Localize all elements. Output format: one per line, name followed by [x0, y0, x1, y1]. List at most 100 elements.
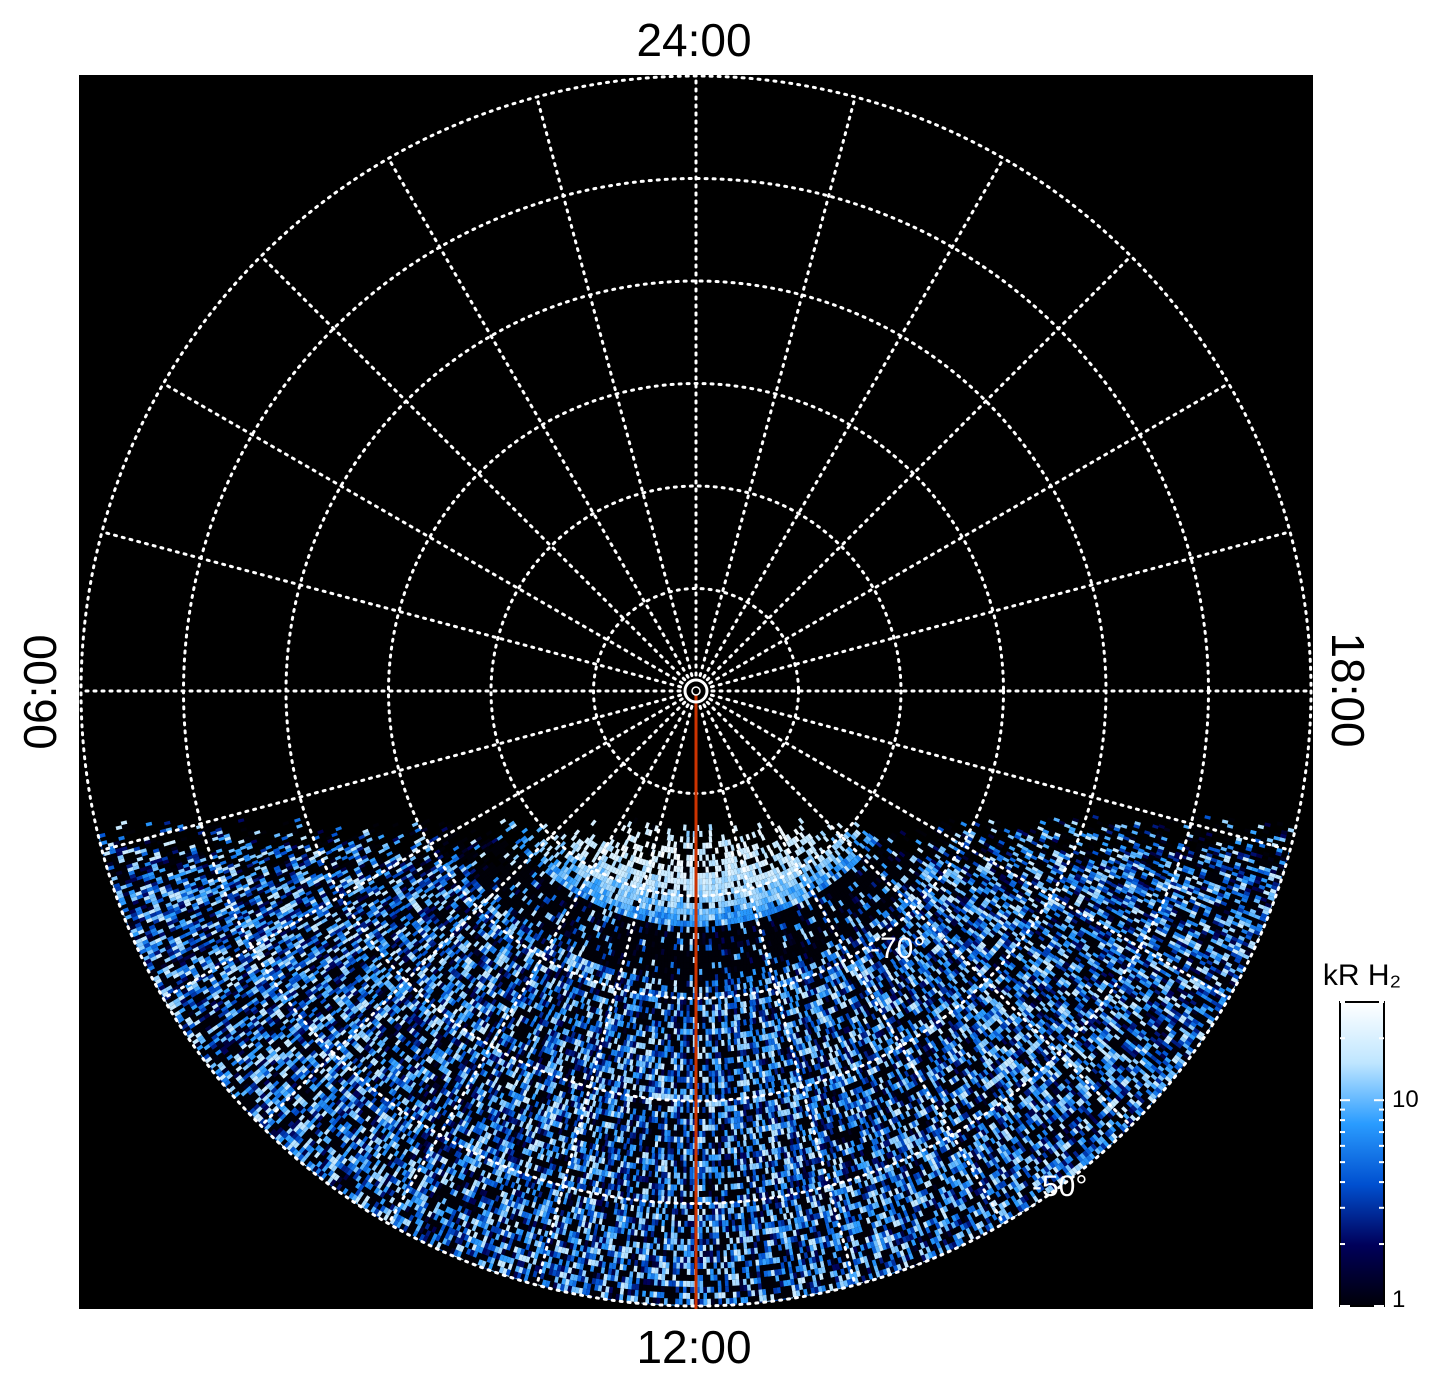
- emission-cell: [660, 894, 665, 901]
- emission-cell: [660, 881, 665, 889]
- emission-cell: [708, 836, 713, 843]
- emission-cell: [666, 870, 671, 878]
- emission-cell: [784, 882, 790, 890]
- emission-cell: [679, 902, 684, 909]
- emission-cell: [563, 866, 570, 874]
- emission-cell: [568, 863, 575, 870]
- emission-cell: [806, 877, 813, 884]
- emission-cell: [714, 847, 719, 854]
- emission-cell: [689, 1016, 693, 1023]
- emission-cell: [632, 887, 638, 895]
- emission-cell: [702, 932, 706, 939]
- emission-cell: [845, 838, 853, 846]
- emission-cell: [670, 1034, 674, 1041]
- emission-cell: [608, 852, 615, 859]
- emission-cell: [602, 875, 608, 883]
- emission-cell: [711, 896, 716, 903]
- emission-cell: [711, 1016, 716, 1023]
- emission-cell: [556, 846, 564, 853]
- emission-cell: [673, 841, 678, 848]
- emission-cell: [670, 895, 675, 902]
- emission-cell: [745, 865, 751, 872]
- emission-cell: [705, 1034, 709, 1041]
- emission-cell: [569, 856, 576, 863]
- emission-cell: [705, 842, 709, 849]
- emission-cell: [562, 880, 569, 888]
- emission-cell: [714, 895, 719, 903]
- emission-cell: [718, 931, 722, 938]
- emission-cell: [721, 1033, 725, 1041]
- emission-cell: [807, 840, 814, 848]
- emission-cell: [754, 893, 760, 901]
- emission-cell: [751, 857, 757, 864]
- emission-cell: [808, 861, 815, 869]
- emission-cell: [620, 902, 625, 910]
- emission-cell: [739, 835, 745, 843]
- emission-cell: [772, 900, 778, 907]
- emission-cell: [686, 914, 690, 921]
- emission-cell: [721, 1039, 725, 1047]
- emission-cell: [748, 914, 754, 921]
- emission-cell: [571, 872, 578, 879]
- emission-cell: [772, 855, 778, 862]
- emission-cell: [686, 974, 690, 981]
- emission-cell: [626, 898, 631, 905]
- emission-cell: [680, 962, 684, 969]
- emission-cell: [632, 874, 638, 882]
- emission-cell: [841, 867, 848, 875]
- emission-cell: [844, 848, 851, 855]
- emission-cell: [570, 879, 577, 886]
- emission-cell: [676, 884, 681, 891]
- emission-cell: [676, 998, 681, 1005]
- emission-cell: [583, 837, 590, 844]
- emission-cell: [689, 902, 693, 909]
- emission-cell: [793, 835, 800, 843]
- emission-cell: [748, 864, 754, 871]
- emission-cell: [714, 883, 719, 891]
- emission-cell: [680, 1022, 684, 1029]
- emission-cell: [660, 906, 665, 913]
- emission-cell: [699, 1040, 703, 1047]
- emission-cell: [667, 907, 671, 914]
- emission-cell: [708, 848, 713, 855]
- emission-cell: [620, 877, 626, 884]
- emission-cell: [708, 956, 713, 963]
- emission-cell: [686, 962, 690, 969]
- emission-cell: [809, 875, 816, 883]
- emission-cell: [702, 842, 706, 849]
- emission-cell: [679, 860, 684, 867]
- emission-cell: [614, 861, 620, 869]
- emission-cell: [689, 920, 693, 927]
- emission-cell: [683, 860, 687, 867]
- emission-cell: [760, 834, 766, 841]
- emission-cell: [783, 849, 790, 856]
- emission-cell: [629, 880, 635, 887]
- emission-cell: [702, 980, 706, 987]
- emission-cell: [660, 845, 665, 852]
- emission-cell: [620, 896, 626, 903]
- emission-cell: [673, 1010, 678, 1017]
- emission-cell: [689, 1040, 693, 1047]
- emission-cell: [676, 914, 681, 921]
- emission-cell: [620, 844, 626, 852]
- emission-cell: [657, 881, 662, 888]
- emission-cell: [792, 878, 799, 885]
- emission-cell: [593, 884, 599, 892]
- emission-cell: [650, 824, 656, 831]
- emission-cell: [702, 884, 706, 891]
- emission-cell: [733, 862, 738, 869]
- emission-cell: [699, 986, 703, 993]
- emission-cell: [727, 924, 732, 931]
- emission-cell: [667, 882, 671, 890]
- emission-cell: [602, 855, 609, 863]
- emission-cell: [760, 879, 766, 886]
- emission-cell: [680, 986, 684, 993]
- emission-cell: [708, 1040, 712, 1047]
- emission-cell: [794, 842, 801, 850]
- emission-cell: [758, 911, 763, 919]
- emission-cell: [733, 893, 738, 900]
- emission-cell: [702, 986, 706, 993]
- emission-cell: [827, 855, 834, 863]
- emission-cell: [708, 1016, 712, 1023]
